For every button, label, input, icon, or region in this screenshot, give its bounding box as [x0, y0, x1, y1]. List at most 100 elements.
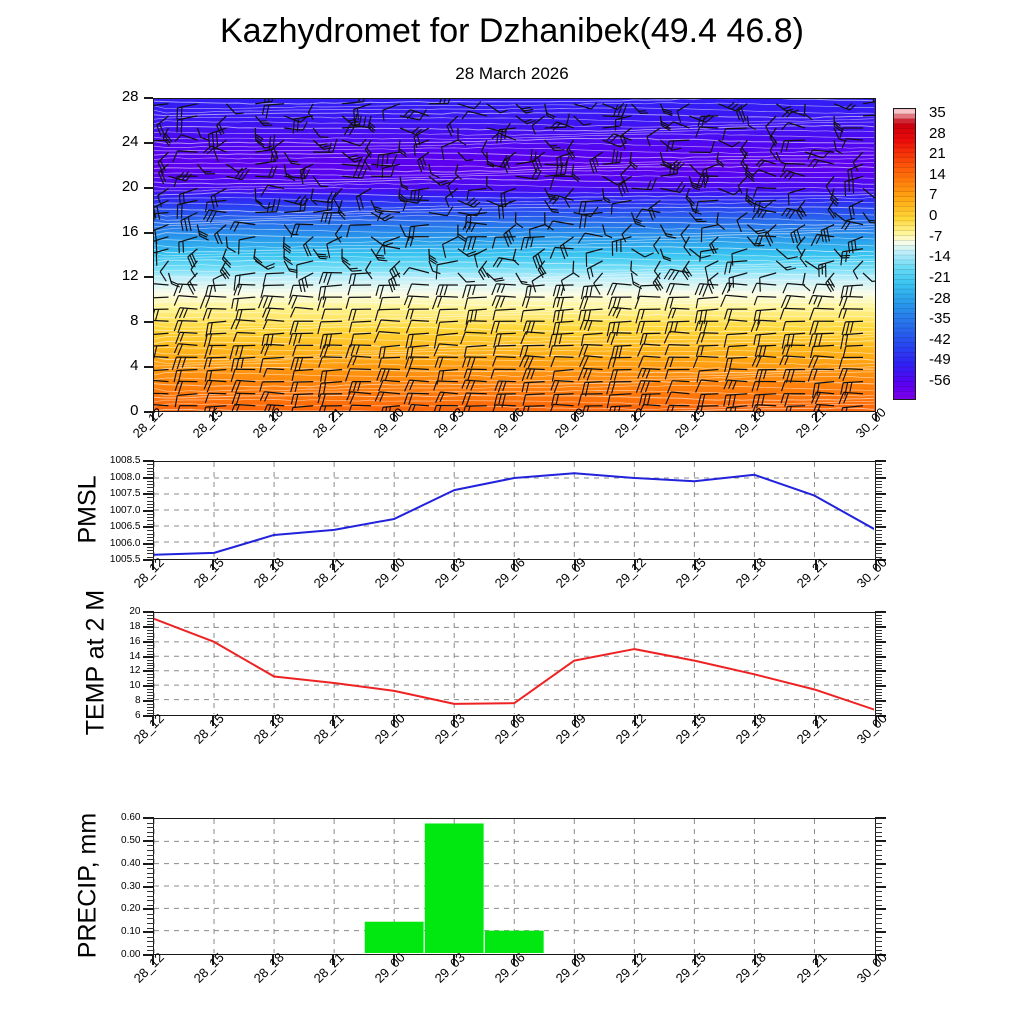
- temp-ytick-label: 10: [129, 680, 141, 692]
- temp-yminortick-right: [875, 680, 882, 682]
- main-ytick-label: 16: [121, 222, 139, 240]
- pmsl-xtick: [633, 560, 636, 570]
- main-xtick: [151, 412, 154, 421]
- temp-yminortick: [146, 707, 154, 709]
- temp-yminortick: [146, 677, 154, 679]
- temp-yminortick-right: [875, 644, 882, 646]
- pmsl-ytick-label: 1006.0: [109, 537, 141, 549]
- main-xtick: [452, 412, 455, 421]
- precip-ytick-right: [875, 862, 886, 865]
- temp-yminortick: [146, 623, 154, 625]
- pmsl-ytick-label: 1008.5: [109, 455, 141, 466]
- main-xtick: [392, 412, 395, 421]
- precip-yminortick: [146, 827, 154, 829]
- temp-yminortick-right: [875, 623, 882, 625]
- precip-yminortick: [146, 950, 154, 952]
- precip-ytick-label: 0.10: [121, 926, 141, 938]
- precip-yminortick: [146, 836, 154, 838]
- pmsl-yminortick: [146, 513, 154, 515]
- precip-xtick-label: 29_15: [672, 949, 709, 986]
- colorbar-tick-label: -7: [929, 227, 943, 245]
- precip-yminortick: [146, 845, 154, 847]
- temp-yminortick: [146, 647, 154, 649]
- precip-yminortick-right: [875, 831, 882, 833]
- precip-yminortick-right: [875, 945, 882, 947]
- main-ytick-label: 20: [121, 177, 139, 195]
- temp-yminortick-right: [875, 638, 882, 640]
- temp-yminortick-right: [875, 620, 882, 622]
- pmsl-ytick-label: 1006.5: [109, 521, 141, 532]
- precip-ytick-right: [875, 931, 886, 934]
- temp-yminortick-right: [875, 698, 882, 700]
- main-ytick-28: [143, 97, 153, 99]
- temp-yminortick: [146, 674, 154, 676]
- pmsl-yminortick-right: [875, 556, 882, 558]
- pmsl-yminortick-right: [875, 497, 882, 499]
- pmsl-yminortick: [146, 503, 154, 505]
- temp-yminortick-right: [875, 647, 882, 649]
- pmsl-yminortick: [146, 520, 154, 522]
- pmsl-xtick-label: 29_03: [431, 554, 468, 591]
- precip-ytick-right: [875, 954, 886, 956]
- temp-yminortick-right: [875, 713, 882, 715]
- temp-yminortick: [146, 683, 154, 685]
- temp-yminortick-right: [875, 710, 882, 712]
- pmsl-yminortick-right: [875, 507, 882, 509]
- temp-yminortick-right: [875, 668, 882, 670]
- temp-ytick-label: 20: [129, 606, 141, 617]
- temp-xtick: [392, 716, 395, 726]
- pmsl-yminortick-right: [875, 533, 882, 535]
- pmsl-ytick: [142, 509, 154, 512]
- main-ytick-16: [143, 231, 153, 234]
- temp-ytick-right: [875, 655, 886, 658]
- temp-yminortick: [146, 695, 154, 697]
- main-ytick-label: 12: [121, 267, 139, 285]
- temp-ylabel: TEMP at 2 M: [81, 589, 110, 736]
- temp-ytick-label: 6: [134, 710, 141, 721]
- temp-xtick-label: 28_18: [250, 710, 287, 747]
- precip-yminortick-right: [875, 927, 882, 929]
- colorbar-tick-label: 28: [929, 124, 946, 142]
- precip-yminortick: [146, 923, 154, 925]
- main-xtick: [573, 412, 576, 421]
- temp-ytick-label: 12: [129, 665, 141, 677]
- temp-yminortick: [146, 692, 154, 694]
- pmsl-ytick-label: 1008.0: [109, 471, 141, 483]
- temp-xtick: [332, 716, 335, 726]
- temp-yminortick-right: [875, 659, 882, 661]
- temp-yminortick-right: [875, 650, 882, 652]
- precip-xtick: [633, 955, 636, 965]
- temp-ytick: [142, 625, 154, 628]
- precip-yminortick: [146, 895, 154, 897]
- temp-xtick-label: 28_21: [311, 710, 348, 747]
- temp-xtick-label: 29_15: [672, 710, 709, 747]
- colorbar-tick-label: -42: [929, 330, 951, 348]
- pmsl-xtick-label: 30_00: [853, 554, 890, 591]
- colorbar-tick-label: -35: [929, 310, 951, 328]
- colorbar-tick-label: -28: [929, 289, 951, 307]
- precip-yminortick: [146, 872, 154, 874]
- precip-xtick: [875, 955, 877, 965]
- pmsl-yminortick-right: [875, 517, 882, 519]
- temp-yminortick: [146, 659, 154, 661]
- temp-yminortick-right: [875, 629, 882, 631]
- temp-ytick: [142, 700, 154, 703]
- temp-xtick-label: 29_09: [552, 710, 589, 747]
- precip-yminortick: [146, 913, 154, 915]
- precip-xtick: [332, 955, 335, 965]
- temp-ytick-label: 18: [129, 620, 141, 632]
- precip-yminortick-right: [875, 836, 882, 838]
- precip-xtick-label: 29_00: [371, 949, 408, 986]
- pmsl-ylabel: PMSL: [73, 474, 102, 544]
- precip-yminortick-right: [875, 900, 882, 902]
- temp-yminortick: [146, 653, 154, 655]
- pmsl-xtick: [573, 560, 576, 570]
- precip-ytick-label: 0.20: [121, 903, 141, 915]
- temp-ytick-label: 16: [129, 635, 141, 647]
- temp-yminortick: [146, 698, 154, 700]
- pmsl-yminortick: [146, 484, 154, 486]
- pmsl-xtick-label: 29_12: [612, 554, 649, 591]
- pmsl-xtick: [272, 560, 275, 570]
- precip-xtick-label: 30_00: [853, 949, 890, 986]
- precip-ytick-right: [875, 817, 886, 819]
